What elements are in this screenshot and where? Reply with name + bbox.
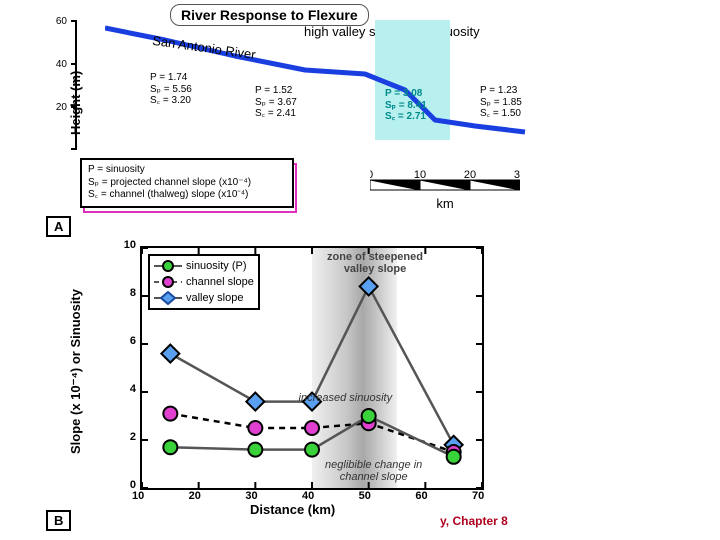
x-tick: 10 — [132, 490, 144, 502]
panel-a-label: A — [46, 216, 71, 237]
y-tick: 10 — [118, 239, 136, 251]
legend-line: S꜀ = channel (thalweg) slope (x10⁻⁴) — [88, 189, 286, 202]
station-block: P = 1.74 Sₚ = 5.56 S꜀ = 3.20 — [150, 72, 192, 107]
panel-b-y-label: Slope (x 10⁻⁴) or Sinuosity — [68, 289, 84, 454]
x-tick: 60 — [415, 490, 427, 502]
y-tick: 60 — [56, 16, 67, 27]
panel-b-x-label: Distance (km) — [250, 502, 335, 517]
y-tick: 0 — [118, 479, 136, 491]
zone-label: zone of steepened valley slope — [320, 252, 430, 275]
legend-line: P = sinuosity — [88, 164, 286, 177]
y-tick: 40 — [56, 59, 67, 70]
y-tick: 4 — [118, 383, 136, 395]
y-tick: 8 — [118, 287, 136, 299]
annotation: neglibible change in channel slope — [319, 460, 429, 483]
svg-text:30: 30 — [514, 169, 520, 181]
plot-area: sinuosity (P)channel slopevalley slope z… — [140, 246, 484, 490]
x-tick: 20 — [189, 490, 201, 502]
station-block: P = 3.08 Sₚ = 8.41 S꜀ = 2.71 — [385, 88, 427, 123]
x-tick: 30 — [245, 490, 257, 502]
scalebar: 0 10 20 30 km — [370, 168, 520, 211]
y-tick: 2 — [118, 431, 136, 443]
panel-b: Slope (x 10⁻⁴) or Sinuosity Distance (km… — [80, 236, 500, 526]
legend-item: valley slope — [154, 290, 254, 306]
panel-b-label: B — [46, 510, 71, 531]
y-tick: 20 — [56, 102, 67, 113]
legend-item: channel slope — [154, 274, 254, 290]
legend-line: Sₚ = projected channel slope (x10⁻⁴) — [88, 177, 286, 190]
panel-a-y-axis: 60 40 20 — [75, 20, 107, 150]
station-block: P = 1.23 Sₚ = 1.85 S꜀ = 1.50 — [480, 85, 522, 120]
svg-text:20: 20 — [464, 169, 476, 181]
svg-text:0: 0 — [370, 169, 373, 181]
svg-text:10: 10 — [414, 169, 426, 181]
annotation: increased sinuosity — [290, 393, 400, 405]
x-tick: 40 — [302, 490, 314, 502]
x-tick: 70 — [472, 490, 484, 502]
scalebar-unit: km — [370, 196, 520, 211]
station-block: P = 1.52 Sₚ = 3.67 S꜀ = 2.41 — [255, 85, 297, 120]
panel-a-legend: P = sinuosity Sₚ = projected channel slo… — [80, 158, 294, 208]
chapter-hint: y, Chapter 8 — [440, 514, 508, 528]
x-tick: 50 — [359, 490, 371, 502]
legend-item: sinuosity (P) — [154, 258, 254, 274]
panel-b-legend: sinuosity (P)channel slopevalley slope — [148, 254, 260, 310]
y-tick: 6 — [118, 335, 136, 347]
